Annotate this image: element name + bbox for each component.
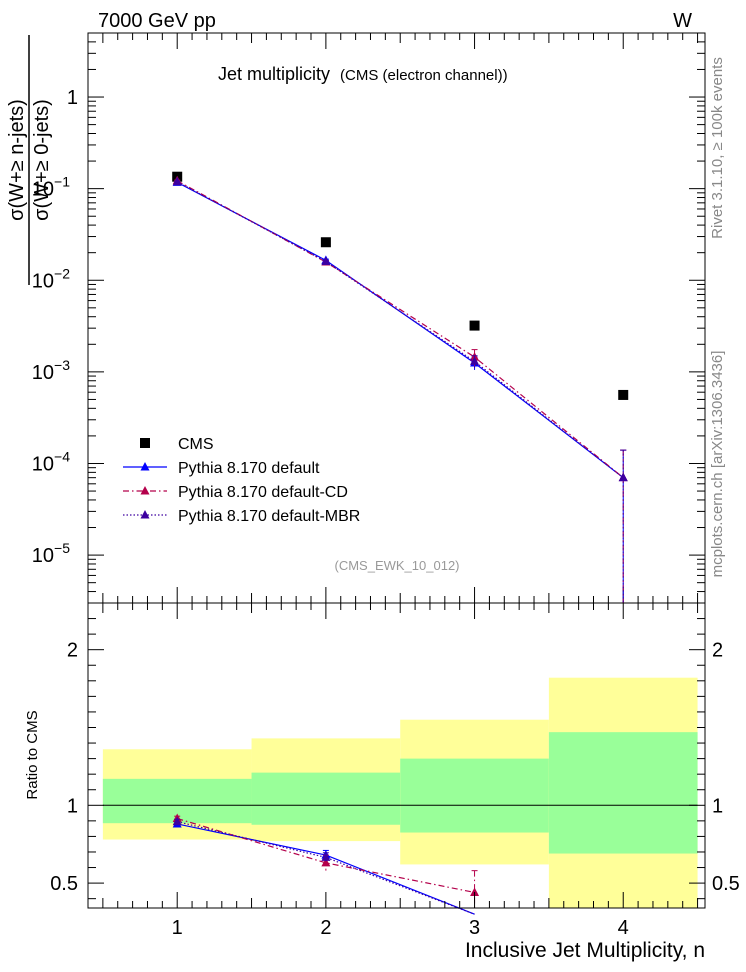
ratio-triangle-marker: [470, 887, 480, 896]
stat-uncertainty-band: [548, 732, 698, 854]
legend-marker: [140, 486, 150, 495]
legend-label: CMS: [178, 436, 214, 453]
series-line: [176, 181, 624, 479]
series-line: [176, 180, 624, 479]
series-pythia-8-170-default-cd: [172, 175, 628, 603]
legend-item: CMS: [140, 436, 214, 453]
series-pythia-8-170-default: [172, 177, 628, 603]
triangle-marker: [172, 176, 182, 186]
ratio-triangle-marker: [321, 852, 331, 861]
y-tick-label: 10−1: [32, 174, 70, 201]
process-label: W: [673, 10, 692, 32]
ratio-y-tick-label-right: 1: [712, 795, 723, 817]
ratio-y-tick-label-right: 2: [712, 640, 723, 662]
y-label-denominator: σ(W+≥ 0-jets): [31, 99, 53, 221]
ratio-y-axis-label: Ratio to CMS: [24, 710, 41, 799]
cms-data-point: [320, 237, 331, 248]
y-tick-exponent: −2: [54, 265, 70, 281]
ratio-triangle-marker: [321, 857, 331, 867]
x-tick-label: 4: [618, 917, 629, 939]
y-tick-label: 1: [67, 87, 78, 109]
y-tick-mantissa: 1: [67, 87, 78, 109]
legend-label: Pythia 8.170 default-MBR: [178, 508, 360, 525]
series-line: [176, 181, 624, 479]
y-tick-label: 10−5: [32, 540, 70, 567]
legend-marker: [140, 462, 150, 471]
legend-marker: [140, 438, 150, 448]
x-tick-label: 2: [320, 917, 331, 939]
main-y-axis-label: σ(W+≥ n-jets) σ(W+≥ 0-jets): [6, 35, 53, 285]
legend-marker: [140, 510, 150, 519]
x-axis-label: Inclusive Jet Multiplicity, n: [465, 939, 705, 962]
y-tick-exponent: −3: [54, 357, 70, 373]
analysis-watermark: (CMS_EWK_10_012): [335, 558, 460, 573]
triangle-marker: [321, 256, 331, 266]
ratio-y-tick-label-right: 0.5: [712, 873, 740, 895]
main-axes: 110−110−210−310−410−5: [32, 32, 705, 604]
ratio-series-group: [172, 813, 480, 915]
ratio-axes: 0.5 0.5 1 1 2 2 1 2 3 4: [50, 603, 740, 939]
main-plot-panel: Jet multiplicity (CMS (electron channel))…: [32, 32, 706, 604]
mcplots-label: mcplots.cern.ch [arXiv:1306.3436]: [709, 351, 726, 578]
rivet-version-label: Rivet 3.1.10, ≥ 100k events: [709, 57, 726, 239]
x-tick-label: 1: [172, 917, 183, 939]
mcplots-label-group: mcplots.cern.ch [arXiv:1306.3436]: [709, 351, 726, 578]
y-tick-label: 10−2: [32, 265, 70, 292]
chart-subtitle: (CMS (electron channel)): [340, 67, 508, 84]
y-tick-mantissa: 10: [32, 453, 54, 475]
main-series-group: [172, 171, 629, 603]
energy-label: 7000 GeV pp: [98, 10, 216, 32]
series-cms: [172, 171, 629, 400]
chart-title: Jet multiplicity (CMS (electron channel)): [218, 64, 508, 84]
ratio-y-tick-label-left: 1: [67, 795, 78, 817]
ratio-y-axis-label-group: Ratio to CMS: [24, 710, 41, 799]
legend-label: Pythia 8.170 default-CD: [178, 484, 348, 501]
y-tick-mantissa: 10: [32, 270, 54, 292]
y-tick-exponent: −5: [54, 540, 70, 556]
y-label-numerator: σ(W+≥ n-jets): [6, 99, 28, 221]
legend-label: Pythia 8.170 default: [178, 460, 320, 477]
stat-uncertainty-band: [400, 758, 549, 833]
legend-item: Pythia 8.170 default-MBR: [123, 508, 360, 525]
y-tick-mantissa: 10: [32, 179, 54, 201]
y-tick-exponent: −1: [54, 174, 70, 190]
ratio-plot-frame: [87, 602, 706, 909]
ratio-series-pythia-8-170-default-mbr: [172, 816, 475, 915]
series-pythia-8-170-default-mbr: [172, 176, 628, 603]
y-tick-label: 10−4: [32, 448, 70, 475]
y-tick-exponent: −4: [54, 448, 70, 464]
ratio-series-line: [177, 821, 475, 915]
triangle-marker: [618, 472, 628, 482]
ratio-triangle-marker: [172, 816, 182, 826]
stat-uncertainty-band: [251, 772, 401, 825]
y-tick-label: 10−3: [32, 357, 70, 384]
cms-data-point: [469, 320, 480, 331]
legend-item: Pythia 8.170 default: [123, 460, 320, 477]
ratio-y-tick-label-left: 0.5: [50, 873, 78, 895]
ratio-y-tick-label-left: 2: [67, 640, 78, 662]
x-tick-label: 3: [469, 917, 480, 939]
rivet-version-label-group: Rivet 3.1.10, ≥ 100k events: [709, 57, 726, 239]
ratio-uncertainty-bands: [102, 677, 698, 908]
triangle-marker: [470, 356, 480, 365]
legend-item: Pythia 8.170 default-CD: [123, 484, 348, 501]
cms-data-point: [618, 389, 629, 400]
legend: CMS Pythia 8.170 default Pythia 8.170 defa…: [123, 436, 360, 525]
ratio-plot-panel: 0.5 0.5 1 1 2 2 1 2 3 4: [50, 602, 740, 939]
y-tick-mantissa: 10: [32, 362, 54, 384]
y-tick-mantissa: 10: [32, 545, 54, 567]
